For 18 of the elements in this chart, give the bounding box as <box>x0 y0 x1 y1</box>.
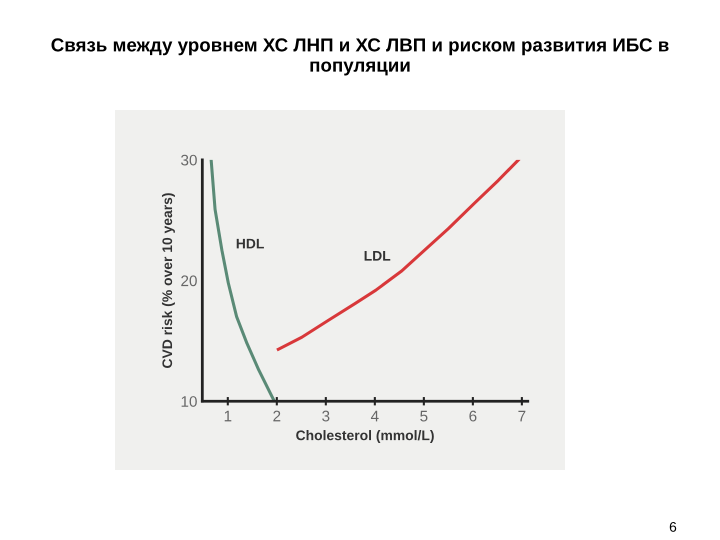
y-axis-title: CVD risk (% over 10 years) <box>162 193 175 368</box>
x-tick-label: 3 <box>322 410 330 422</box>
series-label: LDL <box>364 251 390 261</box>
x-tick-label: 1 <box>224 410 232 422</box>
text: 6 <box>670 522 676 532</box>
series-label: HDL <box>236 238 264 248</box>
y-tick-label: 20 <box>181 275 197 286</box>
x-tick-label: 7 <box>518 410 526 422</box>
x-tick-label: 4 <box>370 410 379 422</box>
x-axis-title: Cholesterol (mmol/L) <box>296 430 434 443</box>
y-tick-label: 30 <box>181 154 197 166</box>
line-series <box>276 160 520 351</box>
chart-title: Связь между уровнем ХС ЛНП и ХС ЛВП и риском развития ИБС в популяции <box>52 38 669 76</box>
line-series <box>210 160 276 402</box>
x-tick-label: 5 <box>420 410 428 422</box>
x-tick-label: 2 <box>273 410 280 422</box>
y-tick-label: 10 <box>182 396 197 407</box>
x-tick-label: 6 <box>469 410 476 422</box>
